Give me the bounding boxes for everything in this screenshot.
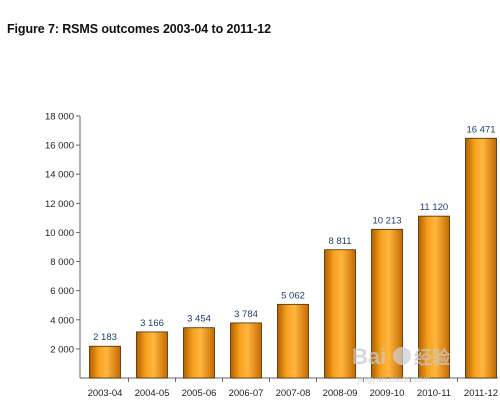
y-tick-label: 4 000 bbox=[50, 315, 74, 326]
watermark-logo: Bai 经验 jingyan.baidu.com bbox=[352, 344, 451, 384]
x-tick-label-2010-11: 2010-11 bbox=[417, 388, 451, 399]
y-tick-label: 16 000 bbox=[45, 141, 74, 152]
x-tick-label-2003-04: 2003-04 bbox=[88, 388, 123, 399]
chart-title: Figure 7: RSMS outcomes 2003-04 to 2011-… bbox=[7, 22, 271, 36]
data-label-2007-08: 5 062 bbox=[281, 290, 305, 301]
bar-2006-07 bbox=[230, 322, 262, 379]
y-tick-label: 12 000 bbox=[45, 199, 74, 210]
data-label-2011-12: 16 471 bbox=[466, 124, 495, 135]
data-label-2010-11: 11 120 bbox=[420, 202, 448, 213]
bar-2010-11 bbox=[418, 215, 450, 379]
bar-2004-05 bbox=[136, 331, 168, 379]
y-tick-label: 14 000 bbox=[45, 170, 74, 181]
watermark-url: jingyan.baidu.com bbox=[357, 374, 431, 384]
y-tick-label: 6 000 bbox=[50, 286, 74, 297]
bar-2007-08 bbox=[277, 303, 309, 379]
bar-2005-06 bbox=[183, 327, 215, 379]
y-tick-label: 10 000 bbox=[45, 228, 74, 239]
y-tick-label: 18 000 bbox=[45, 112, 74, 123]
y-tick-label: 2 000 bbox=[50, 344, 74, 355]
bar-2008-09 bbox=[324, 249, 356, 379]
x-tick-label-2007-08: 2007-08 bbox=[276, 388, 311, 399]
y-tick-label: 8 000 bbox=[50, 257, 74, 268]
data-label-2009-10: 10 213 bbox=[372, 215, 401, 226]
x-tick-label-2008-09: 2008-09 bbox=[323, 388, 358, 399]
watermark-brand: Bai bbox=[352, 344, 386, 369]
data-label-2008-09: 8 811 bbox=[328, 236, 351, 247]
watermark-cn: 经验 bbox=[414, 347, 451, 369]
data-label-2006-07: 3 784 bbox=[234, 309, 258, 320]
bar-2003-04 bbox=[89, 345, 121, 379]
x-tick-label-2006-07: 2006-07 bbox=[229, 388, 264, 399]
bars bbox=[89, 137, 497, 379]
data-label-2004-05: 3 166 bbox=[140, 318, 164, 329]
axes: 2 000 4 000 6 000 8 000 10 000 12 000 14 000 16… bbox=[45, 112, 498, 400]
x-tick-label-2011-12: 2011-12 bbox=[464, 388, 498, 399]
x-tick-label-2009-10: 2009-10 bbox=[370, 388, 405, 399]
x-tick-label-2004-05: 2004-05 bbox=[135, 388, 170, 399]
data-label-2005-06: 3 454 bbox=[187, 314, 211, 325]
bar-2011-12 bbox=[465, 137, 497, 379]
x-tick-label-2005-06: 2005-06 bbox=[182, 388, 217, 399]
paw-icon bbox=[393, 347, 411, 365]
data-labels: 2 183 3 166 3 454 3 784 5 062 8 811 10 213 11 1… bbox=[93, 124, 495, 343]
data-label-2003-04: 2 183 bbox=[93, 332, 117, 343]
